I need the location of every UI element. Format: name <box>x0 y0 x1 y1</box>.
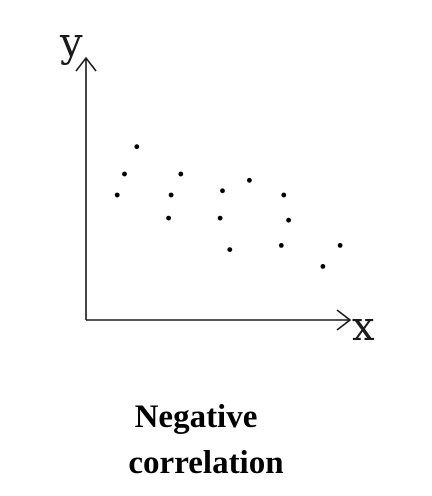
data-point-13 <box>278 243 284 248</box>
data-points <box>114 144 343 269</box>
scatter-chart: y x <box>59 20 375 350</box>
caption-line-2: correlation <box>128 445 284 481</box>
chart-axes: y x <box>59 20 375 350</box>
data-point-4 <box>178 171 184 177</box>
data-point-12 <box>286 217 291 223</box>
data-point-14 <box>320 264 326 269</box>
data-point-1 <box>134 144 140 150</box>
y-axis-label: y <box>59 20 83 66</box>
data-point-3 <box>114 192 120 198</box>
data-point-5 <box>168 192 174 198</box>
data-point-6 <box>166 215 172 221</box>
x-axis-arrowhead <box>336 309 352 331</box>
x-axis-label: x <box>352 304 375 350</box>
data-point-10 <box>227 247 233 253</box>
data-point-8 <box>247 177 252 183</box>
data-point-11 <box>281 192 287 198</box>
data-point-7 <box>220 188 225 194</box>
y-axis-arrowhead <box>75 56 97 72</box>
data-point-2 <box>122 171 127 177</box>
data-point-9 <box>217 215 223 221</box>
data-point-15 <box>337 243 343 248</box>
caption-line-1: Negative <box>134 399 258 435</box>
